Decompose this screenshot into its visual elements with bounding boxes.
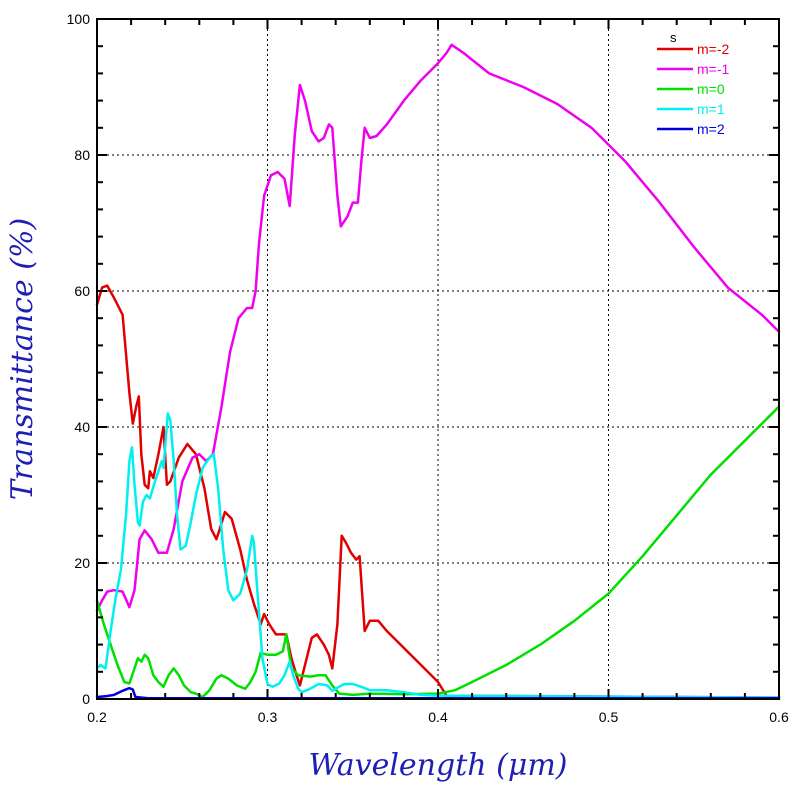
y-tick-label: 80: [74, 147, 90, 163]
legend-label: m=-2: [697, 41, 730, 57]
series-line-2: [95, 405, 781, 699]
x-axis-title: Wavelength (μm): [309, 748, 568, 783]
y-tick-label: 60: [74, 283, 90, 299]
legend-label: m=-1: [697, 61, 730, 77]
y-tick-label: 100: [67, 11, 91, 27]
x-tick-label: 0.4: [428, 709, 448, 725]
x-tick-label: 0.3: [258, 709, 278, 725]
legend-label: m=0: [697, 81, 725, 97]
x-tick-label: 0.6: [769, 709, 789, 725]
legend: s m=-2 m=-1 m=0 m=1 m=2: [657, 30, 730, 137]
series-lines: [95, 43, 781, 700]
grid-lines: [97, 19, 779, 699]
y-tick-label: 0: [82, 691, 90, 707]
legend-label: m=2: [697, 121, 725, 137]
y-axis-title: Transmittance (%): [5, 218, 40, 500]
y-tick-label: 20: [74, 555, 90, 571]
y-tick-labels: 0 20 40 60 80 100: [67, 11, 91, 707]
legend-label: m=1: [697, 101, 725, 117]
series-line-0: [95, 284, 781, 699]
series-line-4: [95, 686, 781, 700]
x-tick-label: 0.2: [87, 709, 107, 725]
y-tick-label: 40: [74, 419, 90, 435]
x-tick-label: 0.5: [599, 709, 619, 725]
series-line-1: [95, 43, 781, 612]
x-tick-labels: 0.2 0.3 0.4 0.5 0.6: [87, 709, 789, 725]
axis-ticks: [96, 18, 780, 700]
legend-title: s: [670, 30, 677, 45]
series-line-3: [95, 412, 781, 699]
